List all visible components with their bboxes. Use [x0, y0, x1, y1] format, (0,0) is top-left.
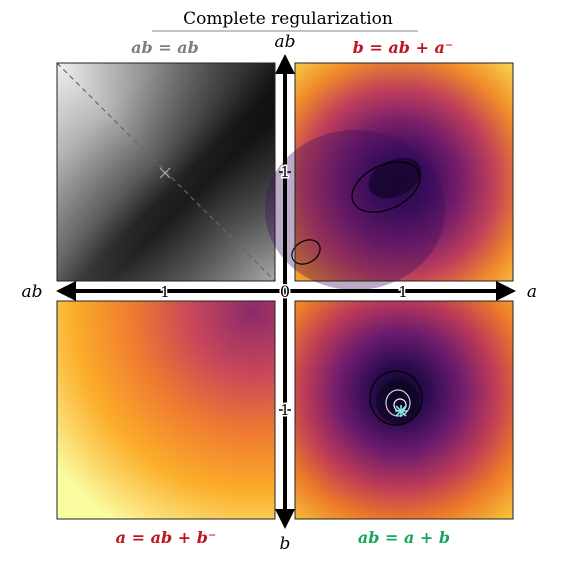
panel-bottom-right — [294, 300, 514, 520]
figure-title: Complete regularization — [183, 9, 393, 29]
axes — [56, 54, 516, 529]
panel-bottom-left — [56, 300, 276, 520]
panel-label-bottom-right: ab = a + b — [358, 528, 450, 547]
contour-bottom-right-1 — [369, 370, 423, 426]
panel-label-bottom-left: a = ab + b⁻ — [116, 528, 217, 547]
axis-label-top: ab — [274, 32, 295, 52]
panel-top-left — [56, 62, 276, 282]
panel-label-top-left: ab = ab — [131, 38, 199, 57]
tick-label-y-top: 1 — [280, 163, 290, 181]
panel-label-top-right: b = ab + a⁻ — [353, 38, 454, 57]
tick-label-x-right: 1 — [398, 283, 408, 301]
center-x-marker — [159, 167, 171, 179]
origin-label: 0 — [280, 282, 290, 301]
panel-top-right — [265, 62, 514, 290]
axis-label-right: a — [527, 282, 537, 302]
contour-top-right-1 — [351, 161, 421, 213]
star-marker-icon — [395, 405, 407, 417]
tick-label-y-bottom: 1 — [280, 401, 290, 419]
axis-label-left: ab — [21, 282, 42, 302]
tick-label-x-left: 1 — [160, 283, 170, 301]
contour-bottom-right-2 — [385, 389, 411, 417]
axis-label-bottom: b — [280, 534, 291, 554]
